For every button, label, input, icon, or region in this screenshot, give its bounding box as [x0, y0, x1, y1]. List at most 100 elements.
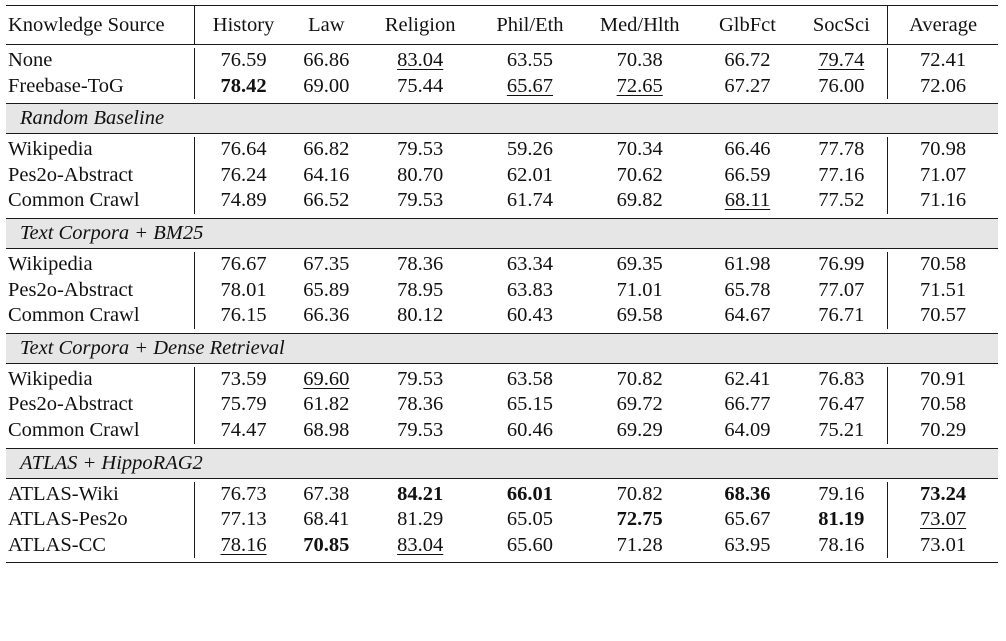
table-row: Wikipedia 76.64 66.82 79.53 59.26 70.34 66.46 7…	[6, 137, 998, 163]
table-cell: 59.26	[480, 137, 580, 163]
cell-value: 73.59	[220, 367, 267, 390]
table-cell: 68.11	[700, 188, 796, 214]
cell-value: 79.53	[397, 189, 444, 212]
row-label: Freebase-ToG	[8, 74, 124, 97]
cell-value: 76.71	[818, 304, 865, 327]
table-cell: 79.16	[795, 481, 889, 508]
cell-value: 78.36	[397, 252, 444, 275]
cell-value: 69.60	[303, 367, 350, 390]
cell-value: 77.13	[220, 508, 267, 531]
table-cell: 72.41	[888, 48, 998, 74]
cell-value: 76.99	[818, 252, 865, 275]
cell-value: 59.26	[506, 138, 553, 161]
table-cell: 68.36	[700, 482, 796, 508]
table-cell: 83.04	[360, 48, 480, 74]
table-cell: 69.58	[580, 303, 700, 329]
section-header: ATLAS + HippoRAG2	[6, 448, 998, 478]
cell-value: 78.42	[220, 74, 267, 97]
cell-value: 66.36	[303, 304, 350, 327]
cell-value: 68.41	[303, 508, 350, 531]
table-cell: 73.07	[888, 507, 998, 533]
table-cell: 73.01	[888, 533, 998, 559]
row-label: Wikipedia	[8, 252, 93, 275]
table-cell: 78.36	[360, 392, 480, 418]
cell-value: 79.74	[818, 49, 865, 71]
table-cell: 60.43	[480, 303, 580, 329]
section-header: Random Baseline	[6, 104, 998, 134]
table-cell: 69.35	[580, 252, 700, 278]
table-cell: 62.41	[700, 367, 796, 393]
cell-value: 66.72	[724, 49, 771, 71]
cell-value: 70.34	[616, 138, 663, 161]
cell-value: 83.04	[397, 533, 444, 556]
cell-value: 81.29	[397, 508, 444, 531]
cell-value: 84.21	[397, 482, 444, 505]
table-cell: 83.04	[360, 533, 480, 559]
cell-value: 79.53	[397, 138, 444, 161]
header-row: Knowledge Source History Law Religion Ph…	[6, 6, 998, 44]
header-rule	[6, 44, 998, 45]
cell-value: 66.82	[303, 138, 350, 161]
section-header: Text Corpora + Dense Retrieval	[6, 333, 998, 363]
cell-value: 63.55	[506, 49, 553, 71]
table-cell: 76.99	[795, 251, 889, 278]
cell-value: 62.41	[724, 367, 771, 390]
table-cell: 61.98	[700, 252, 796, 278]
col-header-knowledge-source: Knowledge Source	[8, 14, 165, 36]
cell-value: 66.86	[303, 49, 350, 71]
cell-value: 83.04	[397, 49, 444, 71]
table-row: ATLAS-CC 78.16 70.85 83.04 65.60 71.28 63.95 78…	[6, 532, 998, 559]
row-label: ATLAS-Pes2o	[8, 508, 128, 531]
section-rule	[6, 217, 998, 219]
cell-value: 75.79	[220, 393, 267, 416]
section-header: Text Corpora + BM25	[6, 218, 998, 248]
table-row: Common Crawl 74.47 68.98 79.53 60.46 69.29 64.…	[6, 417, 998, 444]
cell-value: 73.07	[920, 508, 967, 531]
table-row: Common Crawl 76.15 66.36 80.12 60.43 69.58 64.…	[6, 303, 998, 329]
table-cell: 76.00	[795, 73, 889, 100]
table-cell: 65.67	[700, 507, 796, 533]
section-block: None 76.59 66.86 83.04 63.55 70.38 66.72 79.74 7…	[6, 45, 998, 103]
section-rule	[6, 447, 998, 449]
table-cell: 77.07	[795, 277, 889, 304]
cell-value: 73.24	[920, 482, 967, 505]
table-cell: 79.53	[360, 188, 480, 214]
table-cell: 78.16	[795, 532, 889, 559]
table-cell: 75.79	[193, 392, 293, 418]
table-cell: 79.53	[360, 418, 480, 444]
cell-value: 70.98	[920, 138, 967, 161]
cell-value: 65.60	[506, 533, 553, 556]
cell-value: 65.15	[506, 393, 553, 416]
cell-value: 76.73	[220, 482, 267, 505]
table-cell: 70.29	[888, 418, 998, 444]
cell-value: 78.16	[818, 533, 865, 556]
cell-value: 63.58	[506, 367, 553, 390]
table-cell: 66.77	[700, 392, 796, 418]
table-cell: 68.41	[292, 507, 360, 533]
table-cell: 70.85	[292, 533, 360, 559]
table-cell: 61.82	[292, 392, 360, 418]
table-cell: 81.19	[795, 507, 889, 533]
table-cell: 63.55	[480, 48, 580, 74]
table-cell: 66.52	[292, 188, 360, 214]
row-label: Common Crawl	[8, 189, 140, 212]
table-cell: 72.65	[580, 74, 700, 100]
table-cell: 78.42	[193, 73, 293, 100]
cell-value: 71.07	[920, 163, 967, 186]
table-cell: 78.95	[360, 278, 480, 304]
row-label: ATLAS-CC	[8, 533, 106, 556]
cell-value: 77.78	[818, 138, 865, 161]
cell-value: 66.46	[724, 138, 771, 161]
table-cell: 66.46	[700, 137, 796, 163]
section-block: Wikipedia 76.64 66.82 79.53 59.26 70.34 66.46 7…	[6, 134, 998, 218]
cell-value: 66.52	[303, 189, 350, 212]
table-cell: 64.09	[700, 418, 796, 444]
cell-value: 67.35	[303, 252, 350, 275]
table-cell: 66.01	[480, 482, 580, 508]
table-row: ATLAS-Pes2o 77.13 68.41 81.29 65.05 72.75 65.6…	[6, 507, 998, 533]
table-cell: 77.13	[193, 507, 293, 533]
cell-value: 79.16	[818, 482, 865, 505]
cell-value: 76.83	[818, 367, 865, 390]
cell-value: 80.12	[397, 304, 444, 327]
cell-value: 70.38	[616, 49, 663, 71]
